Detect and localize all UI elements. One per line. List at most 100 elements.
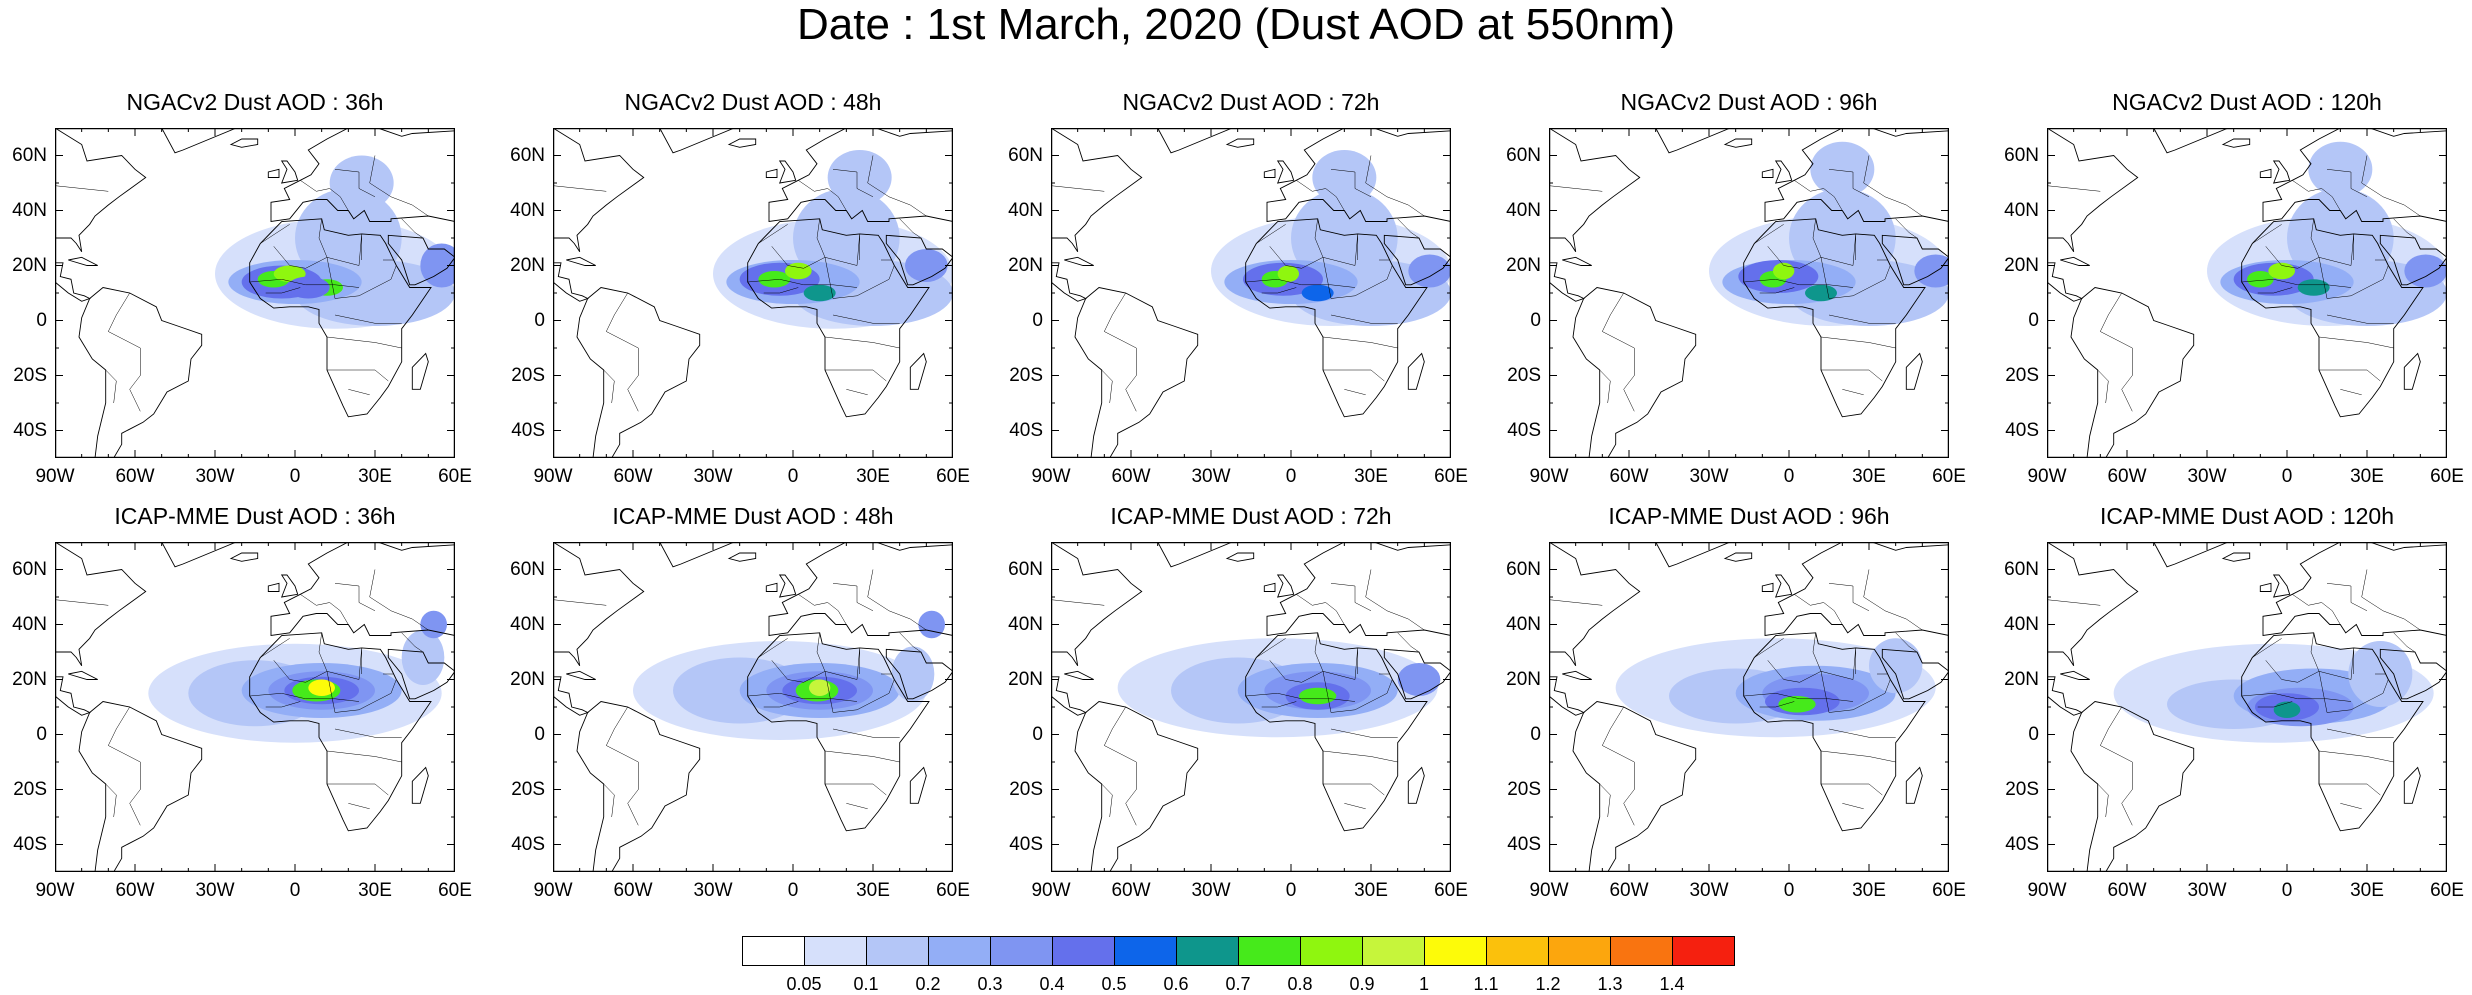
country-border xyxy=(1330,583,1372,612)
lat-tick-label: 40S xyxy=(1507,419,1541,441)
coastline xyxy=(270,128,455,223)
coastline xyxy=(2047,262,2083,302)
country-border xyxy=(824,750,900,763)
map-panel-ngacv2-120h: NGACv2 Dust AOD : 120h 60N 40N 20N 0 20S 40S 90… xyxy=(2004,89,2464,487)
coastline xyxy=(1642,128,1731,154)
lat-tick-label: 20S xyxy=(1009,364,1043,386)
lat-tick-label: 20N xyxy=(2004,668,2039,690)
coastline xyxy=(747,218,930,418)
country-border xyxy=(1842,389,1864,396)
lat-tick-label: 20N xyxy=(12,254,47,276)
lon-tick-label: 0 xyxy=(1285,880,1297,901)
coastline xyxy=(55,676,91,716)
lon-tick-label: 0 xyxy=(787,466,799,487)
colorbar-swatch xyxy=(1548,936,1611,966)
coastline xyxy=(2060,256,2090,266)
coastline xyxy=(576,701,701,872)
country-border xyxy=(265,701,301,708)
lat-tick-label: 20N xyxy=(1506,254,1541,276)
panel-title: ICAP-MME Dust AOD : 120h xyxy=(2100,503,2394,529)
dust-aod-contour xyxy=(1773,262,1795,280)
country-border xyxy=(1365,155,1425,217)
lon-tick-label: 60W xyxy=(1609,466,1649,487)
country-border xyxy=(1330,169,1372,198)
coastline xyxy=(2221,552,2251,562)
lat-tick-label: 20N xyxy=(1008,668,1043,690)
coastline xyxy=(148,542,237,568)
lon-tick-label: 30E xyxy=(358,466,392,487)
country-border xyxy=(300,594,349,625)
country-border xyxy=(2252,638,2282,658)
country-border xyxy=(1296,594,1345,625)
coastline xyxy=(1881,648,1949,700)
country-border xyxy=(2097,783,2109,818)
coastline xyxy=(1276,574,1295,598)
country-border xyxy=(1397,218,1420,239)
country-border xyxy=(1599,369,1611,404)
lon-tick-label: 30W xyxy=(693,466,733,487)
coastline xyxy=(280,574,299,598)
country-border xyxy=(1828,314,1896,324)
country-border xyxy=(1344,803,1366,810)
country-border xyxy=(825,783,887,796)
country-border xyxy=(1895,218,1918,239)
coastline xyxy=(2259,168,2272,178)
lon-tick-label: 0 xyxy=(1285,466,1297,487)
country-border xyxy=(1794,180,1843,211)
country-border xyxy=(747,693,858,702)
country-border xyxy=(553,599,607,606)
country-border xyxy=(334,314,402,324)
lon-tick-label: 60W xyxy=(115,466,155,487)
dust-aod-contour xyxy=(308,679,335,696)
lat-tick-label: 60N xyxy=(1506,144,1541,166)
country-border xyxy=(1895,632,1918,653)
coastline xyxy=(566,256,596,266)
map-panel-ngacv2-36h: NGACv2 Dust AOD : 36h 60N 40N 20N 0 20S 40S 90W… xyxy=(12,89,472,487)
lat-tick-label: 40S xyxy=(1009,833,1043,855)
panel-title: NGACv2 Dust AOD : 72h xyxy=(1122,89,1380,115)
country-border xyxy=(771,233,860,269)
country-border xyxy=(1549,185,1603,192)
coastline xyxy=(2379,648,2447,700)
coastline xyxy=(765,582,778,592)
country-border xyxy=(1767,233,1856,269)
coastline xyxy=(1743,218,1926,418)
lon-tick-label: 60E xyxy=(1434,880,1468,901)
panel-title: ICAP-MME Dust AOD : 96h xyxy=(1608,503,1890,529)
dust-aod-contour xyxy=(287,276,330,299)
country-border xyxy=(846,389,868,396)
coastline xyxy=(768,128,953,223)
country-border xyxy=(1599,783,1611,818)
country-border xyxy=(1365,569,1425,631)
lon-tick-label: 90W xyxy=(2027,466,2067,487)
lon-tick-label: 0 xyxy=(289,466,301,487)
lon-tick-label: 90W xyxy=(533,880,573,901)
country-border xyxy=(1397,632,1420,653)
country-border xyxy=(824,336,900,349)
lon-tick-label: 90W xyxy=(2027,880,2067,901)
lon-tick-label: 60W xyxy=(2107,466,2147,487)
coastline xyxy=(1263,582,1276,592)
country-border xyxy=(2292,594,2341,625)
lat-tick-label: 40N xyxy=(12,199,47,221)
lat-tick-label: 0 xyxy=(36,723,47,745)
coastline xyxy=(2070,287,2195,458)
lat-tick-label: 0 xyxy=(534,309,545,331)
country-border xyxy=(1828,169,1870,198)
country-border xyxy=(2326,728,2394,738)
dust-aod-contour xyxy=(329,155,394,211)
country-border xyxy=(55,599,109,606)
country-border xyxy=(603,369,615,404)
lat-tick-label: 40S xyxy=(2005,419,2039,441)
country-border xyxy=(2310,632,2320,672)
colorbar-label: 1 xyxy=(1418,974,1429,994)
colorbar-label: 0.9 xyxy=(1349,974,1375,994)
coastline xyxy=(1881,234,1949,286)
lon-tick-label: 0 xyxy=(2281,880,2293,901)
lon-tick-label: 60E xyxy=(1434,466,1468,487)
coastline xyxy=(1905,352,1923,390)
lat-tick-label: 0 xyxy=(1032,723,1043,745)
country-border xyxy=(273,233,362,269)
lon-tick-label: 30W xyxy=(195,880,235,901)
country-border xyxy=(1101,369,1113,404)
